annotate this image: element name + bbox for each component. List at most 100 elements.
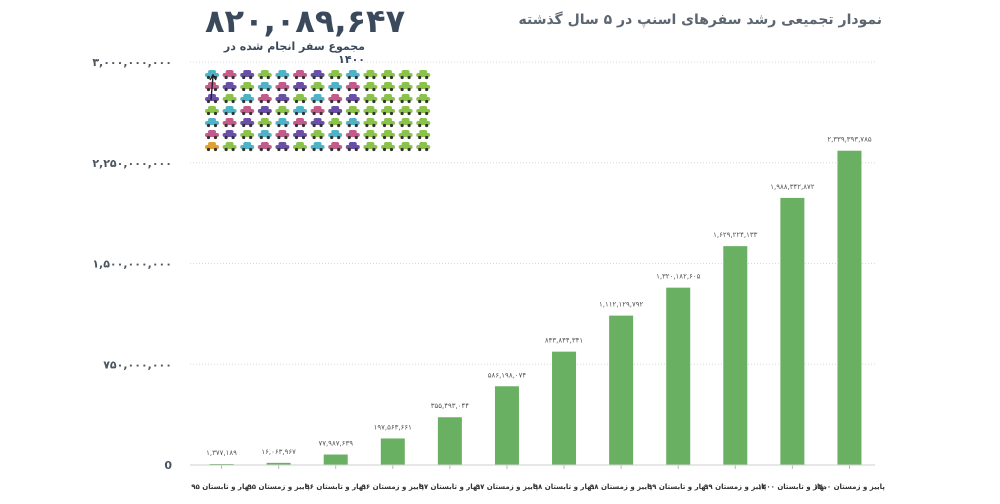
car-icon xyxy=(416,70,431,80)
car-icon xyxy=(363,130,378,140)
bar xyxy=(437,417,462,465)
bar xyxy=(494,386,519,465)
car-icon xyxy=(310,94,325,104)
bar xyxy=(323,454,348,465)
chart-title: نمودار تجمیعی رشد سفرهای اسنپ در ۵ سال گ… xyxy=(518,12,883,28)
car-icon xyxy=(275,82,290,92)
car-icon xyxy=(205,106,219,116)
car-icon xyxy=(222,118,237,128)
car-icon xyxy=(205,118,219,128)
car-icon xyxy=(240,130,255,140)
x-tick-label: پاییز و زمستان ۱۴۰۰ xyxy=(814,483,885,491)
car-icon xyxy=(275,142,290,152)
data-label: ۱,۹۸۸,۳۴۲,۸۷۲ xyxy=(770,183,815,191)
car-icon xyxy=(381,94,395,104)
data-label: ۳۵۵,۴۹۳,۰۴۴ xyxy=(431,402,470,410)
car-icon xyxy=(345,82,360,92)
x-tick-label: پاییز و زمستان ۹۸ xyxy=(590,483,653,491)
car-icon xyxy=(293,118,307,128)
car-icon xyxy=(398,130,413,140)
car-icon xyxy=(240,94,255,104)
car-icon xyxy=(293,94,307,104)
x-tick-label: بهار و تابستان ۱۴۰۰ xyxy=(758,483,828,491)
data-label: ۱,۳۷۷,۱۸۹ xyxy=(206,449,237,457)
car-icon xyxy=(416,142,431,152)
car-icon xyxy=(205,130,219,140)
car-icon xyxy=(416,94,431,104)
car-icon xyxy=(398,142,413,152)
car-icon xyxy=(293,70,307,80)
car-icon xyxy=(363,70,378,80)
car-icon xyxy=(257,142,272,152)
car-icon xyxy=(363,82,378,92)
bar xyxy=(666,287,691,465)
bar xyxy=(780,197,805,465)
car-pictogram xyxy=(205,70,431,152)
car-icon xyxy=(310,70,325,80)
bar xyxy=(380,438,405,465)
car-icon xyxy=(345,94,360,104)
car-icon xyxy=(416,118,431,128)
car-icon xyxy=(328,118,343,128)
car-icon xyxy=(345,118,360,128)
car-icon xyxy=(345,130,360,140)
data-label: ۱۶,۰۶۳,۹۶۷ xyxy=(261,448,296,456)
car-icon xyxy=(328,130,343,140)
car-icon xyxy=(310,130,325,140)
data-label: ۱۹۷,۵۶۳,۶۶۱ xyxy=(374,423,412,431)
y-tick-label: 0 xyxy=(164,459,172,472)
car-icon xyxy=(310,106,325,116)
car-icon xyxy=(381,118,395,128)
y-tick-label: ۱,۵۰۰,۰۰۰,۰۰۰ xyxy=(92,258,172,271)
data-label: ۷۷,۹۸۷,۶۳۹ xyxy=(318,440,353,448)
car-icon xyxy=(363,94,378,104)
car-icon xyxy=(293,130,307,140)
car-icon xyxy=(416,130,431,140)
x-tick-label: بهار و تابستان ۹۷ xyxy=(420,483,481,491)
car-icon xyxy=(328,70,343,80)
x-tick-label: پاییز و زمستان ۹۷ xyxy=(476,483,539,491)
car-icon xyxy=(293,142,307,152)
car-icon xyxy=(381,130,395,140)
car-icon xyxy=(416,106,431,116)
car-icon xyxy=(240,82,255,92)
car-icon xyxy=(398,70,413,80)
car-icon xyxy=(345,142,360,152)
car-icon xyxy=(240,118,255,128)
y-tick-label: ۷۵۰,۰۰۰,۰۰۰ xyxy=(103,358,172,371)
x-tick-label: بهار و تابستان ۹۸ xyxy=(534,483,595,491)
car-icon xyxy=(398,94,413,104)
x-tick-label: پاییز و زمستان ۹۵ xyxy=(247,483,310,491)
car-icon xyxy=(398,118,413,128)
car-icon xyxy=(222,106,237,116)
car-icon xyxy=(381,82,395,92)
y-tick-label: ۳,۰۰۰,۰۰۰,۰۰۰ xyxy=(92,56,172,69)
car-icon xyxy=(345,106,360,116)
arrow-icon xyxy=(209,73,217,101)
car-icon xyxy=(293,106,307,116)
y-tick-label: ۲,۲۵۰,۰۰۰,۰۰۰ xyxy=(92,157,172,170)
car-icon xyxy=(205,142,219,152)
car-icon xyxy=(310,82,325,92)
data-label: ۱,۳۲۰,۱۸۲,۶۰۵ xyxy=(656,273,701,281)
data-label: ۱,۱۱۲,۱۲۹,۷۹۲ xyxy=(599,301,644,309)
car-icon xyxy=(345,70,360,80)
car-icon xyxy=(363,106,378,116)
car-icon xyxy=(222,82,237,92)
car-icon xyxy=(381,70,395,80)
car-icon xyxy=(310,142,325,152)
car-icon xyxy=(222,130,237,140)
car-icon xyxy=(328,94,343,104)
car-icon xyxy=(275,106,290,116)
car-icon xyxy=(328,82,343,92)
car-icon xyxy=(275,70,290,80)
car-icon xyxy=(257,82,272,92)
car-icon xyxy=(222,94,237,104)
car-icon xyxy=(257,94,272,104)
car-icon xyxy=(398,106,413,116)
data-label: ۱,۶۲۹,۲۲۴,۱۳۳ xyxy=(713,231,758,239)
car-icon xyxy=(240,142,255,152)
car-icon xyxy=(275,118,290,128)
car-icon xyxy=(257,70,272,80)
